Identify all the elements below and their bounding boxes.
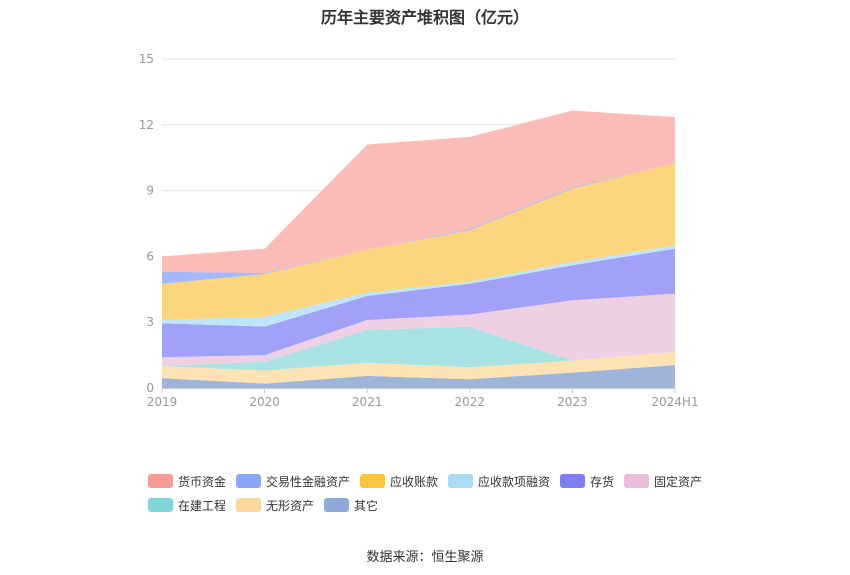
x-tick-label: 2023 <box>557 395 588 409</box>
y-tick-label: 3 <box>146 315 154 329</box>
legend-swatch <box>360 474 385 488</box>
legend-label: 应收账款 <box>390 474 439 489</box>
legend-item[interactable]: 应收款项融资 <box>448 472 550 490</box>
legend-swatch <box>148 498 173 512</box>
x-tick-label: 2022 <box>455 395 486 409</box>
legend-swatch <box>624 474 649 488</box>
legend-label: 固定资产 <box>654 474 703 489</box>
x-tick-label: 2021 <box>352 395 383 409</box>
legend-swatch <box>148 474 173 488</box>
legend-label: 其它 <box>354 498 379 513</box>
area-series: 存货 <box>162 248 675 358</box>
legend-label: 应收款项融资 <box>478 474 551 489</box>
legend-swatch <box>560 474 585 488</box>
legend-item[interactable]: 在建工程 <box>148 496 226 514</box>
legend-item[interactable]: 应收账款 <box>360 472 438 490</box>
y-tick-label: 0 <box>146 381 154 395</box>
legend-item[interactable]: 交易性金融资产 <box>236 472 350 490</box>
axes: 0 3 6 9 12 15 2019 2020 2021 2022 2023 2024H1 <box>139 52 699 409</box>
legend-label: 货币资金 <box>178 474 227 489</box>
y-tick-label: 12 <box>139 118 154 132</box>
legend-label: 在建工程 <box>178 498 227 513</box>
y-tick-label: 6 <box>146 249 154 263</box>
area-series: 无形资产 <box>162 351 675 384</box>
area-series: 应收款项融资 <box>162 245 675 327</box>
area-series: 固定资产 <box>162 293 675 367</box>
legend-label: 存货 <box>590 474 615 489</box>
area-series: 货币资金 <box>162 110 675 273</box>
x-tick-label: 2019 <box>147 395 178 409</box>
area-series: 其它 <box>162 365 675 388</box>
area-series: 交易性金融资产 <box>162 163 675 284</box>
data-source: 数据来源：恒生聚源 <box>366 550 484 565</box>
area-series: 在建工程 <box>162 326 675 371</box>
legend-item[interactable]: 存货 <box>560 472 614 490</box>
legend-label: 无形资产 <box>266 498 315 513</box>
y-tick-label: 15 <box>139 52 154 66</box>
legend-item[interactable]: 货币资金 <box>148 472 226 490</box>
x-tick-label: 2024H1 <box>651 395 698 409</box>
legend-label: 交易性金融资产 <box>266 474 351 489</box>
legend-swatch <box>324 498 349 512</box>
stacked-areas: 其它无形资产在建工程固定资产存货应收款项融资应收账款交易性金融资产货币资金 <box>162 110 675 388</box>
chart-title: 历年主要资产堆积图（亿元） <box>320 8 529 27</box>
area-series: 应收账款 <box>162 163 675 320</box>
legend-swatch <box>448 474 473 488</box>
x-tick-label: 2020 <box>249 395 280 409</box>
legend-item[interactable]: 固定资产 <box>624 472 702 490</box>
legend-swatch <box>236 498 261 512</box>
legend-item[interactable]: 其它 <box>324 496 378 514</box>
legend-swatch <box>236 474 261 488</box>
legend-item[interactable]: 无形资产 <box>236 496 314 514</box>
y-tick-label: 9 <box>146 184 154 198</box>
